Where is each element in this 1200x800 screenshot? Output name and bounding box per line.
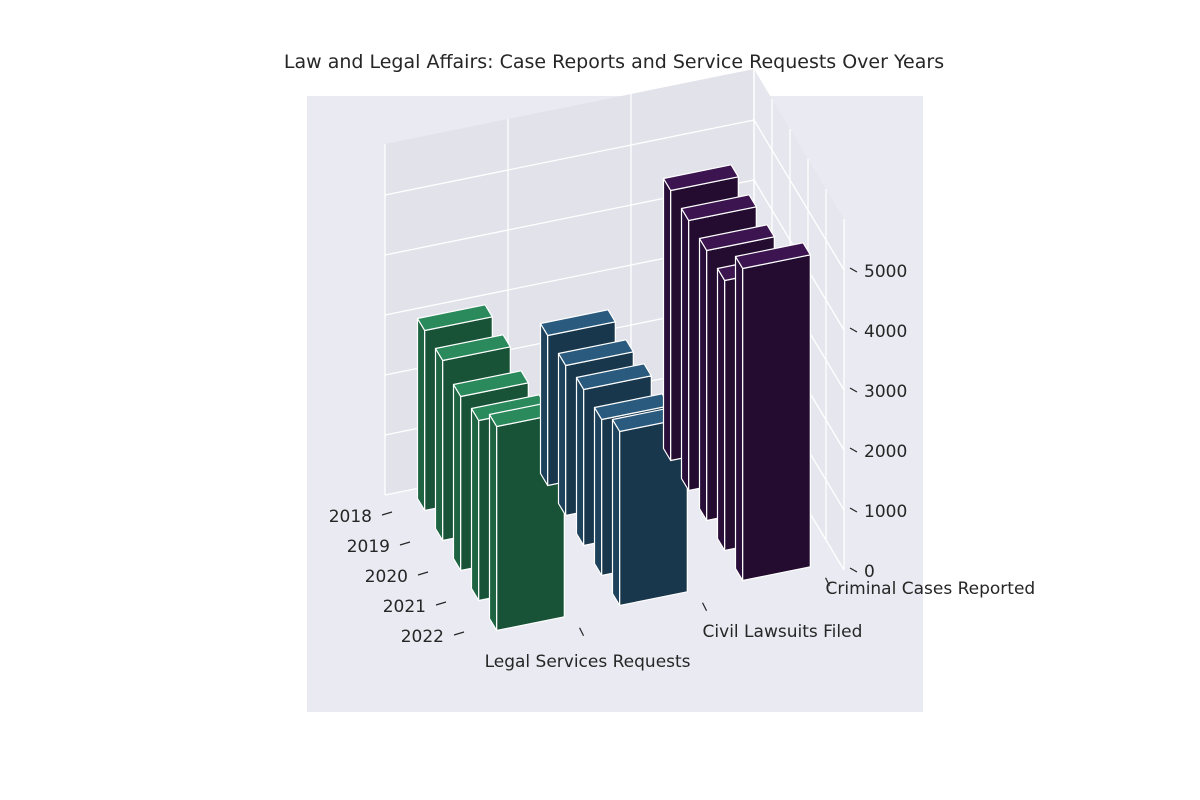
z-tick-label: 1000 xyxy=(864,502,907,522)
z-tick xyxy=(849,507,858,513)
z-tick xyxy=(849,567,858,573)
z-tick-label: 3000 xyxy=(864,382,907,402)
year-tick xyxy=(417,571,429,576)
series-tick-label: Civil Lawsuits Filed xyxy=(703,622,863,642)
series-tick xyxy=(702,602,708,612)
year-tick-label: 2021 xyxy=(383,597,426,617)
z-tick xyxy=(849,387,858,393)
year-tick xyxy=(435,601,447,606)
z-tick-label: 5000 xyxy=(864,262,907,282)
z-tick-label: 2000 xyxy=(864,442,907,462)
z-tick xyxy=(849,267,858,273)
year-tick xyxy=(399,541,411,546)
series-tick-label: Legal Services Requests xyxy=(485,652,691,672)
z-tick-label: 0 xyxy=(864,562,875,582)
series-tick xyxy=(825,577,831,587)
grid-back-z xyxy=(384,119,755,196)
year-tick-label: 2019 xyxy=(347,537,390,557)
chart-title: Law and Legal Affairs: Case Reports and … xyxy=(284,51,944,73)
year-tick-label: 2018 xyxy=(329,507,372,527)
year-tick xyxy=(453,631,465,636)
z-tick xyxy=(849,447,858,453)
year-tick xyxy=(381,511,393,516)
year-tick-label: 2022 xyxy=(401,627,444,647)
bar-criminal-cases-reported-2022 xyxy=(734,242,811,582)
grid-side-z xyxy=(753,119,845,271)
z-tick xyxy=(849,327,858,333)
series-tick xyxy=(579,627,585,637)
z-tick-label: 4000 xyxy=(864,322,907,342)
year-tick-label: 2020 xyxy=(365,567,408,587)
series-tick-label: Criminal Cases Reported xyxy=(826,579,1036,599)
